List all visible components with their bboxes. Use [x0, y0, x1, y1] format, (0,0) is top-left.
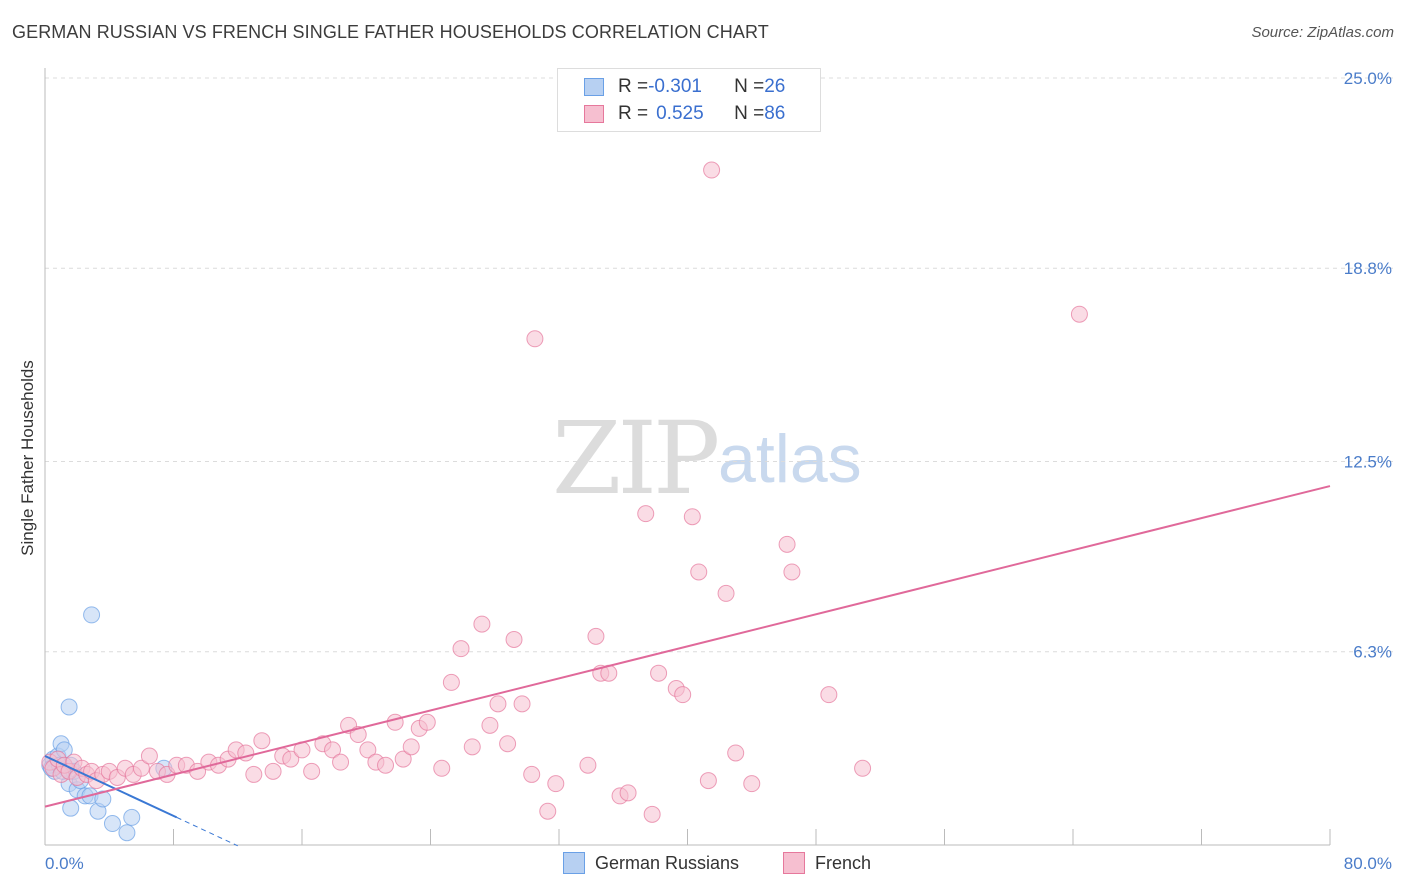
y-tick-label: 18.8%	[1344, 259, 1392, 278]
french-point	[637, 505, 655, 523]
french-point	[539, 802, 557, 820]
x-tick-label: 0.0%	[45, 854, 84, 873]
french-point	[132, 759, 150, 777]
legend-r-label: R =	[618, 103, 649, 124]
french-trend-line	[44, 485, 1331, 808]
stats-legend: R = -0.301 N = 26 R = 0.525 N = 86	[557, 68, 821, 132]
french-point	[778, 535, 796, 553]
french-point	[418, 713, 436, 731]
german-russians-trend-extension	[176, 816, 238, 847]
french-point	[324, 741, 342, 759]
tick-labels: 6.3% 12.5% 18.8% 25.0% 0.0% 80.0%	[45, 69, 1392, 873]
french-point	[820, 686, 838, 704]
german-russians-trend-line	[44, 755, 178, 819]
french-point	[650, 664, 668, 682]
french-point	[245, 765, 263, 783]
french-point	[619, 784, 637, 802]
german-russians-point	[83, 606, 101, 624]
french-point	[526, 330, 544, 348]
french-point	[433, 759, 451, 777]
german-russians-point	[94, 790, 112, 808]
gridlines	[45, 77, 1395, 653]
french-point	[727, 744, 745, 762]
y-tick-label: 12.5%	[1344, 453, 1392, 472]
french-point	[481, 716, 499, 734]
french-point	[743, 775, 761, 793]
french-point	[377, 756, 395, 774]
bottom-legend-german-russians: German Russians	[563, 852, 739, 874]
french-point	[499, 735, 517, 753]
french-swatch	[584, 105, 604, 123]
german-russians-legend-label: German Russians	[595, 852, 740, 873]
french-point	[386, 713, 404, 731]
legend-r-label: R =	[618, 76, 649, 97]
french-point	[303, 762, 321, 780]
german-russians-point	[103, 815, 121, 833]
french-point	[523, 765, 541, 783]
french-point	[703, 161, 721, 179]
german-russians-point	[123, 808, 141, 826]
axes	[44, 68, 1331, 846]
french-point	[359, 741, 377, 759]
german-russians-point	[60, 698, 78, 716]
french-point	[505, 630, 523, 648]
legend-r-value: -0.301	[648, 76, 702, 97]
french-point	[683, 508, 701, 526]
french-point	[547, 775, 565, 793]
french-point	[253, 732, 271, 750]
french-point	[452, 640, 470, 658]
french-point	[513, 695, 531, 713]
french-point	[854, 759, 872, 777]
french-point	[394, 750, 412, 768]
french-point	[489, 695, 507, 713]
french-point	[690, 563, 708, 581]
french-point	[402, 738, 420, 756]
x-tick-label: 80.0%	[1344, 854, 1392, 873]
french-point	[473, 615, 491, 633]
french-point	[140, 747, 158, 765]
french-legend-label: French	[815, 852, 872, 873]
german-russians-swatch	[584, 78, 604, 96]
french-point	[442, 673, 460, 691]
legend-n-label: N =	[734, 76, 765, 97]
watermark-zip: ZIP	[552, 400, 720, 517]
legend-n-value: 26	[764, 76, 786, 97]
french-point	[587, 627, 605, 645]
french-point	[643, 805, 661, 823]
y-tick-label: 6.3%	[1353, 643, 1392, 662]
french-point	[349, 726, 367, 744]
source-label: Source: ZipAtlas.com	[1251, 24, 1394, 41]
french-point	[332, 753, 350, 771]
french-point	[463, 738, 481, 756]
french-point	[282, 750, 300, 768]
legend-r-value: 0.525	[656, 103, 704, 124]
french-point	[699, 772, 717, 790]
points	[41, 161, 1088, 842]
legend-n-label: N =	[734, 103, 765, 124]
bottom-legend-french: French	[783, 852, 871, 874]
watermark-atlas: atlas	[718, 421, 862, 497]
german-russians-point	[118, 824, 136, 842]
legend-n-value: 86	[764, 103, 786, 124]
y-tick-label: 25.0%	[1344, 69, 1392, 88]
legend-row-french: R = 0.525 N = 86	[558, 101, 785, 127]
legend-row-german-russians: R = -0.301 N = 26	[558, 74, 785, 100]
french-point	[717, 584, 735, 602]
french-legend-swatch	[783, 852, 805, 874]
french-point	[783, 563, 801, 581]
french-point	[579, 756, 597, 774]
chart-title: GERMAN RUSSIAN VS FRENCH SINGLE FATHER H…	[12, 22, 769, 42]
german-russians-legend-swatch	[563, 852, 585, 874]
french-point	[674, 686, 692, 704]
french-point	[264, 762, 282, 780]
trend-lines	[44, 485, 1331, 847]
french-point	[1070, 305, 1088, 323]
